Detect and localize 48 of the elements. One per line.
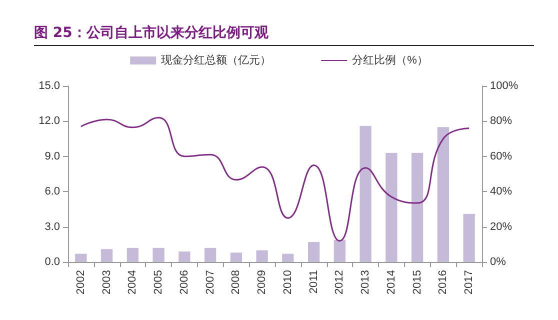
- y2-tick-label: 80%: [490, 115, 512, 128]
- x-tick-label: 2008: [230, 270, 242, 294]
- bar: [178, 251, 190, 262]
- y-tick-label: 0.0: [44, 256, 60, 268]
- bar: [437, 127, 450, 262]
- bar: [308, 242, 320, 262]
- bar: [152, 248, 164, 262]
- x-tick-label: 2017: [463, 270, 476, 294]
- bar: [282, 254, 294, 262]
- bar: [411, 152, 424, 262]
- x-tick-label: 2014: [385, 270, 398, 294]
- x-tick-label: 2009: [256, 270, 268, 294]
- y2-tick-label: 100%: [490, 80, 518, 92]
- x-tick-label: 2012: [334, 270, 346, 294]
- bar: [334, 240, 346, 262]
- bar: [386, 152, 398, 262]
- x-tick-label: 2016: [437, 270, 450, 294]
- bar: [230, 252, 242, 262]
- y-tick-label: 3.0: [44, 220, 60, 233]
- bar: [126, 248, 139, 262]
- y2-tick-label: 60%: [490, 150, 512, 162]
- bar: [360, 126, 372, 262]
- x-tick-label: 2005: [152, 270, 165, 294]
- chart-title: 图 25：公司自上市以来分红比例可观: [34, 24, 268, 42]
- line-series: [80, 116, 470, 242]
- y-tick-label: 6.0: [44, 186, 60, 198]
- x-tick-label: 2010: [282, 270, 294, 294]
- bar: [100, 249, 113, 262]
- x-tick-label: 2006: [178, 270, 190, 294]
- x-tick-label: 2003: [100, 270, 113, 294]
- legend-label: 现金分红总额（亿元）: [161, 54, 272, 66]
- bar: [463, 214, 475, 262]
- bar: [256, 250, 268, 262]
- y-tick-label: 9.0: [44, 150, 60, 162]
- x-tick-label: 2007: [204, 270, 216, 294]
- y-tick-label: 12.0: [38, 115, 60, 128]
- x-tick-label: 2015: [411, 270, 424, 294]
- y2-tick-label: 0%: [490, 256, 506, 268]
- x-tick-label: 2011: [308, 270, 320, 294]
- y-tick-label: 15.0: [38, 80, 60, 92]
- x-tick-label: 2004: [126, 270, 139, 294]
- x-tick-label: 2002: [74, 270, 87, 294]
- bar: [204, 248, 216, 262]
- x-tick-label: 2013: [360, 270, 372, 294]
- legend-label: 分红比例（%）: [352, 54, 428, 66]
- y2-tick-label: 20%: [490, 220, 512, 233]
- bar: [75, 254, 87, 262]
- y2-tick-label: 40%: [490, 186, 512, 198]
